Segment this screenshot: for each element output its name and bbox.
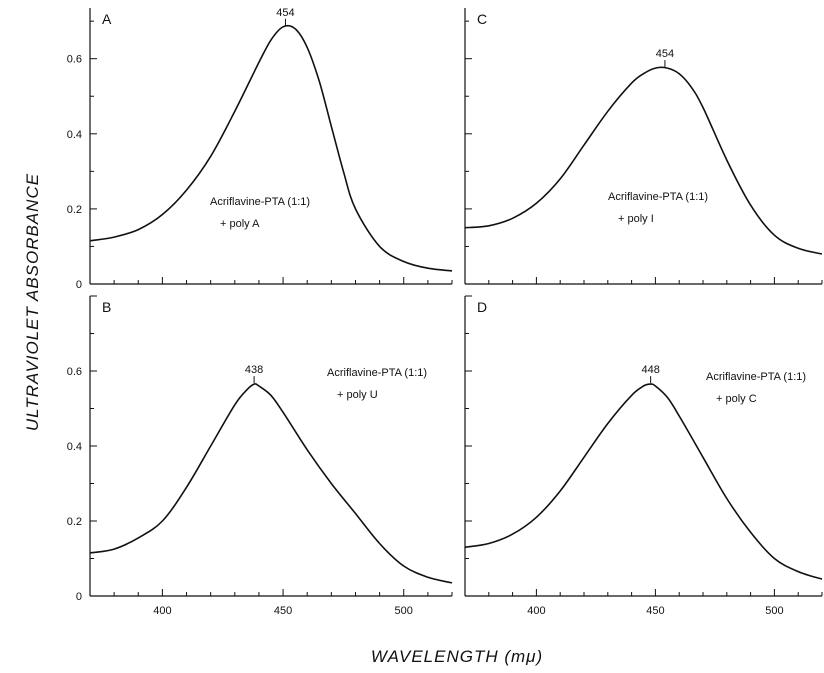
y-tick-label: 0.4 [67, 129, 82, 141]
peak-label: 454 [276, 7, 294, 19]
y-tick-label: 0.2 [67, 516, 82, 528]
peak-label: 448 [641, 364, 659, 376]
panel-letter: B [102, 299, 111, 315]
absorbance-curve [465, 384, 822, 579]
annotation-line-1: Acriflavine-PTA (1:1) [327, 367, 427, 379]
absorbance-curve [90, 26, 452, 271]
y-axis-title: ULTRAVIOLET ABSORBANCE [23, 173, 42, 431]
y-tick-label: 0 [76, 279, 82, 291]
y-tick-label: 0 [76, 591, 82, 603]
y-tick-label: 0.6 [67, 54, 82, 66]
annotation-line-2: + poly A [220, 218, 260, 230]
annotation-line-1: Acriflavine-PTA (1:1) [608, 191, 708, 203]
absorbance-curve [465, 67, 822, 254]
annotation-line-1: Acriflavine-PTA (1:1) [706, 371, 806, 383]
x-tick-label: 400 [527, 605, 545, 617]
y-tick-label: 0.6 [67, 366, 82, 378]
panel-a: 0 0.2 0.4 0.6 A 454 Acriflavine-PTA (1:1) + pol… [67, 7, 452, 291]
x-tick-label: 500 [765, 605, 783, 617]
annotation-line-2: + poly I [618, 213, 654, 225]
y-tick-label: 0.2 [67, 204, 82, 216]
panel-letter: D [477, 299, 487, 315]
x-tick-label: 450 [646, 605, 664, 617]
panel-c: C 454 Acriflavine-PTA (1:1) + poly I [465, 8, 822, 284]
panel-letter: A [102, 11, 112, 27]
panel-b: 0 0.2 0.4 0.6 400 450 500 B 438 Acriflavine-PTA (… [67, 296, 452, 617]
peak-label: 438 [245, 364, 263, 376]
absorbance-curve [90, 384, 452, 583]
x-axis-title: WAVELENGTH (mμ) [371, 647, 543, 666]
y-tick-label: 0.4 [67, 441, 82, 453]
x-tick-label: 500 [395, 605, 413, 617]
annotation-line-1: Acriflavine-PTA (1:1) [210, 196, 310, 208]
annotation-line-2: + poly U [337, 389, 378, 401]
panel-letter: C [477, 11, 487, 27]
x-tick-label: 450 [274, 605, 292, 617]
panels-group: 0 0.2 0.4 0.6 A 454 Acriflavine-PTA (1:1) + pol… [67, 7, 822, 617]
annotation-line-2: + poly C [716, 393, 757, 405]
peak-label: 454 [656, 48, 674, 60]
panel-d: 400 450 500 D 448 Acriflavine-PTA (1:1) + poly… [465, 296, 822, 617]
x-tick-label: 400 [153, 605, 171, 617]
